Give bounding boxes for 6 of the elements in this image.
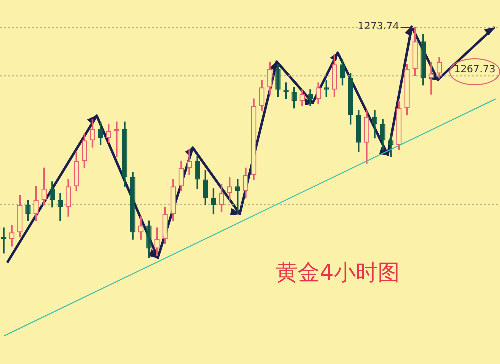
annotation: 1267.73 [454, 64, 496, 76]
text: 黄金4小时图 [276, 260, 400, 288]
candlestick [1, 228, 7, 254]
candlestick [114, 122, 120, 158]
candlestick [58, 193, 64, 222]
annotation: 1273.74 [358, 21, 400, 32]
